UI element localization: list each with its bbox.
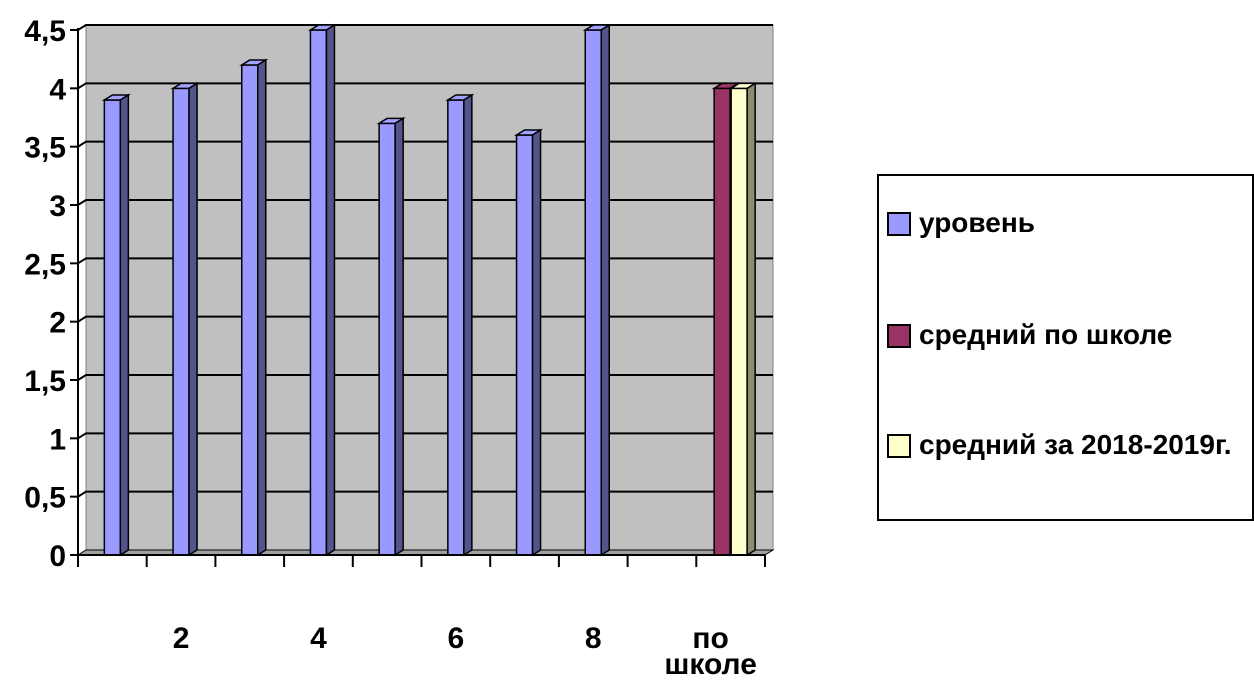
gridlines [77,24,773,498]
bar-side [257,58,267,557]
bar-front [730,87,748,556]
gridline [77,140,773,148]
bar-front [447,99,465,556]
x-tick-label: 6 [448,622,465,655]
y-tick-label: 1 [49,423,66,456]
legend-item-school-average: средний по школе [887,316,1249,354]
gridline [77,374,773,381]
x-tick-label: 4 [310,622,327,655]
gridline [77,490,773,498]
y-tick-label: 2,5 [24,248,66,281]
bar-side [746,81,756,557]
bars [101,23,758,557]
legend-item-year-average: средний за 2018-2019г. [887,426,1249,464]
bar-front [515,134,534,556]
bar-front [103,99,122,556]
bar-side [394,116,404,557]
bar-side [325,23,336,557]
bar [307,23,338,557]
bar-side [463,93,473,557]
bar-side [531,128,542,557]
bar [376,116,406,557]
y-tick-label: 2 [49,307,66,340]
bar-front [584,29,602,556]
bar-side [119,93,130,557]
gridline [77,199,773,206]
x-tick-label: по [692,622,728,655]
legend-label-level: уровень [919,207,1035,238]
legend-swatch-year-average [887,434,911,458]
bar-side [188,81,198,557]
bar [101,93,131,557]
y-tick-label: 4,5 [24,15,66,48]
bar-side [600,23,610,557]
y-tick-label: 3 [49,190,66,223]
x-tick-label: 8 [585,622,602,655]
legend-label-school-average: средний по школе [919,319,1173,350]
y-tick-label: 0 [49,540,66,573]
axes [70,28,766,567]
y-tick-label: 1,5 [24,365,66,398]
bar [513,128,544,557]
bar [170,81,200,557]
y-tick-label: 0,5 [24,482,66,515]
bar [728,81,758,557]
x-tick-label: школе [664,648,757,680]
bar-front [241,64,259,556]
gridline [77,432,773,440]
bar-front [713,87,731,556]
gridline [77,315,773,323]
legend-item-level: уровень [887,204,1249,242]
bar-front [172,87,190,556]
bar-front [309,29,328,556]
bar [582,23,612,557]
legend-swatch-level [887,212,911,236]
legend-label-year-average: средний за 2018-2019г. [919,429,1232,460]
bar-front [378,122,396,556]
gridline [77,24,773,31]
legend: уровень средний по школе средний за 2018… [877,174,1254,521]
gridline [77,257,773,265]
bar [239,58,269,557]
y-tick-label: 3,5 [24,132,66,165]
gridline [77,82,773,90]
legend-swatch-school-average [887,324,911,348]
x-tick-label: 2 [173,622,190,655]
bar [445,93,475,557]
y-tick-label: 4 [49,73,66,106]
